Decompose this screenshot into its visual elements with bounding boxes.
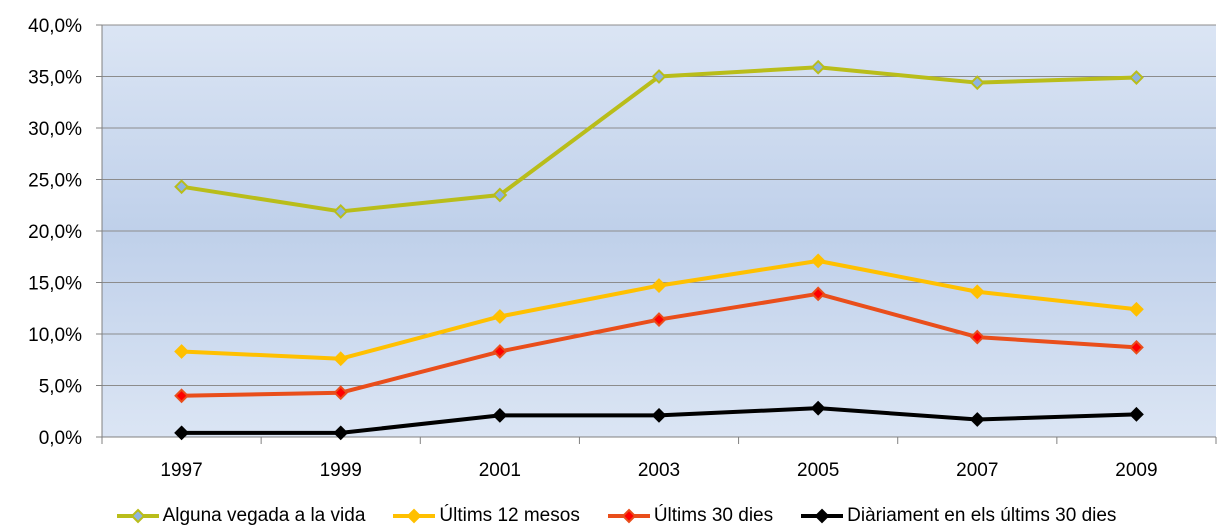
legend-item: Últims 30 dies	[606, 505, 773, 527]
legend-swatch	[801, 508, 844, 524]
legend-swatch	[393, 508, 436, 524]
data-point	[1129, 301, 1144, 317]
data-point	[1129, 406, 1144, 422]
data-point	[810, 59, 826, 75]
y-axis-ticks: 0,0% 5,0% 10,0% 15,0% 20,0% 25,0% 30,0% 35,0% 40…	[28, 16, 102, 449]
data-point	[174, 425, 189, 441]
x-tick-label: 2009	[1115, 460, 1157, 481]
data-point	[174, 179, 189, 195]
data-point	[333, 425, 349, 441]
series-3	[174, 400, 1144, 441]
legend: Alguna vegada a la vida Últims 12 mesos Úl…	[0, 501, 1231, 531]
data-point	[969, 412, 985, 427]
data-point	[333, 351, 349, 367]
data-point	[651, 407, 667, 423]
x-tick-label: 1997	[160, 460, 202, 481]
legend-marker	[406, 508, 422, 524]
legend-swatch	[607, 508, 650, 524]
x-axis-ticks: 1997 1999 2001 2003 2005 2007 2009	[101, 437, 1217, 481]
x-tick-label: 1999	[320, 460, 362, 481]
data-point	[1129, 339, 1144, 355]
x-tick-label: 2007	[956, 460, 998, 481]
x-tick-label: 2005	[797, 460, 839, 481]
data-point	[810, 286, 826, 302]
data-point	[492, 344, 508, 359]
series-0	[174, 59, 1144, 219]
y-tick-label: 30,0%	[28, 119, 82, 140]
data-point	[969, 284, 985, 300]
data-point	[174, 344, 189, 359]
y-tick-label: 35,0%	[28, 68, 82, 89]
legend-swatch	[116, 508, 159, 524]
data-point	[810, 253, 826, 269]
data-point	[651, 312, 667, 327]
legend-label: Alguna vegada a la vida	[162, 505, 366, 526]
legend-label: Últims 30 dies	[653, 505, 774, 526]
legend-item: Diàriament en els últims 30 dies	[799, 505, 1116, 527]
y-tick-label: 0,0%	[39, 428, 82, 449]
data-point	[969, 75, 985, 91]
y-tick-label: 15,0%	[28, 274, 82, 295]
series-lines	[174, 59, 1144, 441]
data-point	[492, 407, 508, 423]
legend-item: Últims 12 mesos	[391, 505, 580, 527]
y-tick-label: 40,0%	[28, 16, 82, 37]
legend-marker	[814, 508, 830, 524]
data-point	[969, 329, 985, 345]
data-point	[492, 187, 508, 203]
data-point	[174, 388, 189, 404]
data-point	[492, 309, 508, 324]
line-chart: 0,0% 5,0% 10,0% 15,0% 20,0% 25,0% 30,0% 35,0% 40…	[28, 16, 1217, 481]
legend-label: Diàriament en els últims 30 dies	[847, 505, 1117, 526]
y-tick-label: 5,0%	[39, 377, 82, 398]
data-point	[651, 278, 667, 294]
legend-label: Últims 12 mesos	[439, 505, 580, 526]
data-point	[651, 69, 667, 84]
data-point	[333, 204, 349, 219]
legend-marker	[621, 508, 637, 524]
data-point	[1129, 70, 1144, 85]
y-tick-label: 20,0%	[28, 222, 82, 243]
series-1	[174, 253, 1144, 367]
x-tick-label: 2003	[638, 460, 680, 481]
x-tick-label: 2001	[479, 460, 521, 481]
legend-marker	[130, 508, 145, 524]
y-tick-label: 25,0%	[28, 171, 82, 192]
legend-item: Alguna vegada a la vida	[115, 505, 366, 527]
data-point	[333, 385, 349, 401]
series-2	[174, 286, 1144, 404]
data-point	[810, 400, 826, 416]
y-tick-label: 10,0%	[28, 325, 82, 346]
